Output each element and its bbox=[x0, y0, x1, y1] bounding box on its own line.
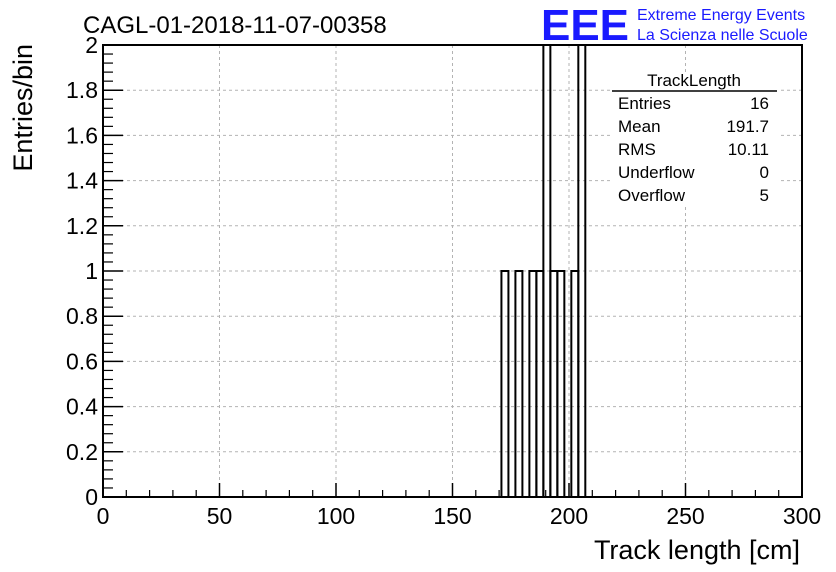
stats-row-name: RMS bbox=[618, 140, 656, 159]
y-tick-label: 1.2 bbox=[66, 213, 98, 239]
stats-row-name: Mean bbox=[618, 117, 661, 136]
x-tick-label: 300 bbox=[783, 503, 821, 529]
x-tick-label: 150 bbox=[433, 503, 471, 529]
stats-row-name: Overflow bbox=[618, 186, 686, 205]
tick-layer: 0 50 100 150 200 250 30000.20.40.60.811.21.41.… bbox=[66, 32, 821, 529]
histogram-bin bbox=[514, 270, 524, 497]
stats-row-name: Underflow bbox=[618, 163, 695, 182]
stats-title: TrackLength bbox=[647, 71, 741, 90]
x-tick-label: 50 bbox=[207, 503, 233, 529]
x-tick-label: 200 bbox=[550, 503, 588, 529]
stats-row-value: 191.7 bbox=[726, 117, 769, 136]
eee-logo-line1: Extreme Energy Events bbox=[637, 7, 805, 24]
eee-logo: EEE Extreme Energy Events La Scienza nel… bbox=[541, 1, 808, 50]
eee-logo-line2: La Scienza nelle Scuole bbox=[637, 27, 808, 44]
stats-box-background bbox=[610, 72, 778, 206]
x-axis-label: Track length [cm] bbox=[594, 535, 800, 565]
stats-box: TrackLength Entries 16 Mean 191.7 RMS 10.11 Un… bbox=[610, 71, 778, 206]
stats-row-value: 16 bbox=[750, 94, 769, 113]
x-tick-label: 0 bbox=[97, 503, 110, 529]
stats-row-value: 10.11 bbox=[728, 140, 769, 159]
histogram-bin bbox=[549, 270, 559, 497]
x-tick-label: 250 bbox=[666, 503, 704, 529]
eee-logo-mark: EEE bbox=[541, 1, 629, 50]
y-tick-label: 0.4 bbox=[66, 394, 98, 420]
stats-row-name: Entries bbox=[618, 94, 671, 113]
y-tick-label: 0.8 bbox=[66, 303, 98, 329]
histogram-bin bbox=[556, 270, 566, 497]
histogram-bin bbox=[570, 270, 580, 497]
histogram-bin bbox=[535, 270, 545, 497]
stats-row-value: 5 bbox=[760, 186, 769, 205]
y-tick-label: 0.2 bbox=[66, 439, 98, 465]
histogram-bin bbox=[500, 270, 510, 497]
y-tick-label: 0 bbox=[85, 484, 98, 510]
grid-layer bbox=[103, 45, 802, 497]
y-tick-label: 1.4 bbox=[66, 168, 98, 194]
x-tick-label: 100 bbox=[317, 503, 355, 529]
stats-rows: Entries 16 Mean 191.7 RMS 10.11 Underflow 0 Over… bbox=[618, 94, 769, 205]
histogram-layer bbox=[500, 44, 587, 497]
y-tick-label: 0.6 bbox=[66, 348, 98, 374]
histogram-bin bbox=[528, 270, 538, 497]
y-axis-label: Entries/bin bbox=[8, 44, 38, 172]
y-tick-label: 1.6 bbox=[66, 122, 98, 148]
run-label: CAGL-01-2018-11-07-00358 bbox=[83, 12, 387, 39]
stats-row-value: 0 bbox=[760, 163, 769, 182]
y-tick-label: 1.8 bbox=[66, 77, 98, 103]
y-tick-label: 2 bbox=[85, 32, 98, 58]
y-tick-label: 1 bbox=[85, 258, 98, 284]
